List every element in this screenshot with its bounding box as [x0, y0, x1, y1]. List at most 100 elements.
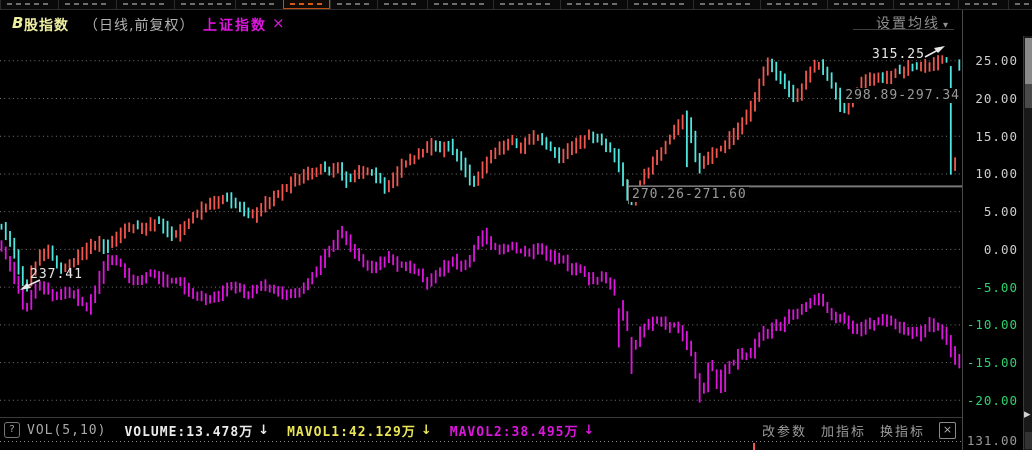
tab-label-fragment: [594, 3, 599, 5]
tab-fragment[interactable]: [116, 0, 174, 9]
tab-label-fragment: [402, 3, 407, 5]
tab-label-fragment: [299, 3, 304, 5]
tab-fragment[interactable]: [427, 0, 493, 9]
overlay-close-icon[interactable]: ×: [272, 14, 285, 32]
low-point-arrow-icon: [20, 279, 41, 290]
tab-label-fragment: [879, 3, 884, 5]
volume-value: VOLUME:13.478万: [124, 424, 254, 440]
tab-fragment[interactable]: [958, 0, 1008, 9]
scrollbar-bottom-section: [1025, 432, 1032, 449]
top-tabstrip: [0, 0, 1032, 10]
tab-fragment[interactable]: [377, 0, 427, 9]
tab-label-fragment: [603, 3, 608, 5]
tab-fragment[interactable]: [235, 0, 283, 9]
tab-fragment[interactable]: [560, 0, 627, 9]
tab-label-fragment: [861, 3, 866, 5]
overlay-index-label[interactable]: 上证指数: [203, 18, 267, 34]
ma-settings-dropdown[interactable]: 设置均线 ▾: [876, 13, 948, 33]
scrollbar-thumb-shade: [1025, 84, 1032, 108]
tab-fragment-active[interactable]: [283, 0, 330, 9]
indicator-name[interactable]: VOL(5,10): [27, 422, 107, 438]
series-B股指数: [0, 55, 961, 292]
tab-label-fragment: [317, 3, 322, 5]
tab-label-fragment: [803, 3, 808, 5]
tab-label-fragment: [718, 3, 723, 5]
tab-label-fragment: [965, 3, 970, 5]
tab-label-fragment: [634, 3, 639, 5]
scrollbar-thumb[interactable]: [1025, 38, 1032, 84]
right-scrollbar[interactable]: ▸: [1023, 36, 1032, 450]
tab-fragment[interactable]: [174, 0, 235, 9]
tab-label-fragment: [700, 3, 705, 5]
panel-expand-arrow-icon[interactable]: ▸: [1024, 407, 1031, 422]
tab-label-fragment: [290, 3, 295, 5]
tab-label-fragment: [461, 3, 466, 5]
tab-fragment[interactable]: [493, 0, 560, 9]
tab-label-fragment: [812, 3, 817, 5]
tab-label-fragment: [269, 3, 274, 5]
tab-label-fragment: [217, 3, 222, 5]
tab-label-fragment: [576, 3, 581, 5]
tab-label-fragment: [181, 3, 186, 5]
tab-label-fragment: [337, 3, 342, 5]
tab-fragment[interactable]: [58, 0, 116, 9]
tab-fragment[interactable]: [827, 0, 893, 9]
volume-bar-sliver: [753, 443, 755, 450]
mavol2-value: MAVOL2:38.495万: [449, 424, 579, 440]
tab-label-fragment: [308, 3, 313, 5]
tab-label-fragment: [470, 3, 475, 5]
help-icon[interactable]: ?: [4, 422, 20, 438]
chart-plot-area[interactable]: [0, 36, 962, 416]
close-indicator-icon[interactable]: ×: [939, 421, 956, 439]
tab-label-fragment: [452, 3, 457, 5]
tab-fragment[interactable]: [330, 0, 377, 9]
price-tick-label: 25.00: [975, 53, 1018, 69]
tab-fragment[interactable]: [0, 0, 58, 9]
add-indicator-button[interactable]: 加指标: [820, 424, 866, 440]
tab-fragment[interactable]: [893, 0, 958, 9]
switch-indicator-button[interactable]: 换指标: [879, 424, 925, 440]
tab-label-fragment: [190, 3, 195, 5]
change-params-button[interactable]: 改参数: [761, 424, 807, 440]
tab-label-fragment: [527, 3, 532, 5]
tab-label-fragment: [545, 3, 550, 5]
market-type-badge: B: [12, 14, 24, 32]
tab-label-fragment: [983, 3, 988, 5]
tab-label-fragment: [767, 3, 772, 5]
tab-label-fragment: [434, 3, 439, 5]
tab-label-fragment: [83, 3, 88, 5]
tab-label-fragment: [7, 3, 12, 5]
chart-header: B 股指数 （日线,前复权） 上证指数 × 设置均线 ▾: [0, 10, 962, 36]
tab-fragment[interactable]: [627, 0, 693, 9]
tab-label-fragment: [123, 3, 128, 5]
mavol1-value: MAVOL1:42.129万: [287, 424, 416, 440]
tab-label-fragment: [843, 3, 848, 5]
price-tick-label: 5.00: [983, 204, 1018, 220]
tab-label-fragment: [945, 3, 950, 5]
tab-label-fragment: [251, 3, 256, 5]
tab-label-fragment: [384, 3, 389, 5]
tab-label-fragment: [509, 3, 514, 5]
tab-label-fragment: [709, 3, 714, 5]
price-tick-label: 0.00: [983, 241, 1018, 257]
tab-label-fragment: [65, 3, 70, 5]
tab-fragment[interactable]: [760, 0, 827, 9]
tab-fragment[interactable]: [1008, 0, 1032, 9]
tab-label-fragment: [393, 3, 398, 5]
tab-label-fragment: [643, 3, 648, 5]
ma-settings-label: 设置均线: [876, 16, 940, 32]
tab-label-fragment: [745, 3, 750, 5]
tab-fragment[interactable]: [693, 0, 760, 9]
price-tick-label: -15.00: [966, 355, 1018, 371]
tab-label-fragment: [92, 3, 97, 5]
price-tick-label: -20.00: [966, 392, 1018, 408]
tab-label-fragment: [992, 3, 997, 5]
price-axis: 25.00 20.00 15.00 10.00 5.00 0.00 -5.00 -10.00 -…: [962, 36, 1022, 450]
tab-label-fragment: [852, 3, 857, 5]
price-tick-label: -10.00: [966, 317, 1018, 333]
tab-label-fragment: [736, 3, 741, 5]
tab-label-fragment: [443, 3, 448, 5]
tab-label-fragment: [346, 3, 351, 5]
down-arrow-icon: ↓: [583, 422, 595, 438]
tab-label-fragment: [34, 3, 39, 5]
